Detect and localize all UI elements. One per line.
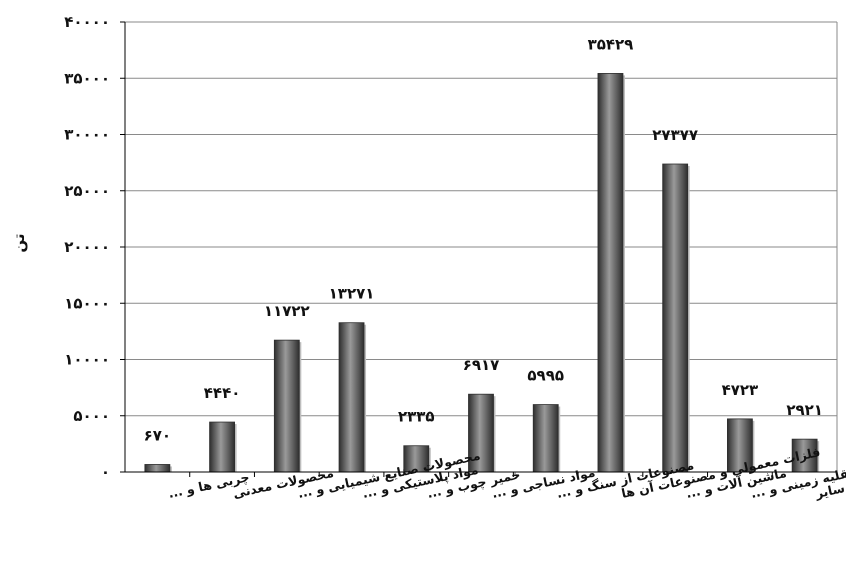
bar xyxy=(662,163,689,473)
bar xyxy=(532,404,559,473)
y-tick-label: ۵۰۰۰ xyxy=(73,407,110,425)
data-label: ۶۷۰ xyxy=(144,426,171,444)
data-label: ۲۳۳۵ xyxy=(398,408,435,426)
bar xyxy=(273,339,300,473)
y-tick-label: ۰ xyxy=(101,463,110,481)
data-label: ۱۱۷۲۲ xyxy=(264,302,310,320)
bar xyxy=(468,393,494,473)
data-label: ۲۹۲۱ xyxy=(786,401,823,419)
axes xyxy=(120,21,838,477)
bar xyxy=(144,464,171,473)
bar xyxy=(209,421,235,473)
bar xyxy=(727,418,753,473)
bar xyxy=(597,73,624,473)
data-labels: ۶۷۰ ۴۴۴۰ ۱۱۷۲۲ ۱۳۲۷۱ ۲۳۳۵ ۶۹۱۷ ۵۹۹۵ ۳۵۴۲۹ ۲۷۳۷۷ ۴… xyxy=(144,35,823,444)
gridlines xyxy=(125,21,838,472)
y-tick-label: ۱۰۰۰۰ xyxy=(64,351,110,369)
data-label: ۳۵۴۲۹ xyxy=(588,35,634,53)
data-label: ۱۳۲۷۱ xyxy=(329,285,375,303)
y-tick-label: ۲۰۰۰۰ xyxy=(64,238,110,256)
category-label-group: سایر xyxy=(813,480,846,501)
category-label: سایر xyxy=(813,480,846,501)
y-tick-label: ۱۵۰۰۰ xyxy=(64,294,110,312)
bar xyxy=(403,445,430,473)
bars xyxy=(144,73,820,473)
y-axis-label: تن xyxy=(10,233,28,252)
y-tick-label: ۳۵۰۰۰ xyxy=(64,69,110,87)
data-label: ۴۴۴۰ xyxy=(204,384,241,402)
data-label: ۶۹۱۷ xyxy=(463,356,500,374)
y-tick-labels: ۰ ۵۰۰۰ ۱۰۰۰۰ ۱۵۰۰۰ ۲۰۰۰۰ ۲۵۰۰۰ ۳۰۰۰۰ ۳۵۰۰۰ ۴۰۰۰۰ xyxy=(64,13,110,481)
bar xyxy=(791,438,818,473)
bar xyxy=(338,322,365,473)
data-label: ۲۷۳۷۷ xyxy=(652,126,698,144)
data-label: ۵۹۹۵ xyxy=(527,367,564,385)
y-tick-label: ۴۰۰۰۰ xyxy=(64,13,110,31)
y-tick-label: ۳۰۰۰۰ xyxy=(64,126,110,144)
y-tick-label: ۲۵۰۰۰ xyxy=(64,182,110,200)
data-label: ۴۷۲۳ xyxy=(722,381,759,399)
